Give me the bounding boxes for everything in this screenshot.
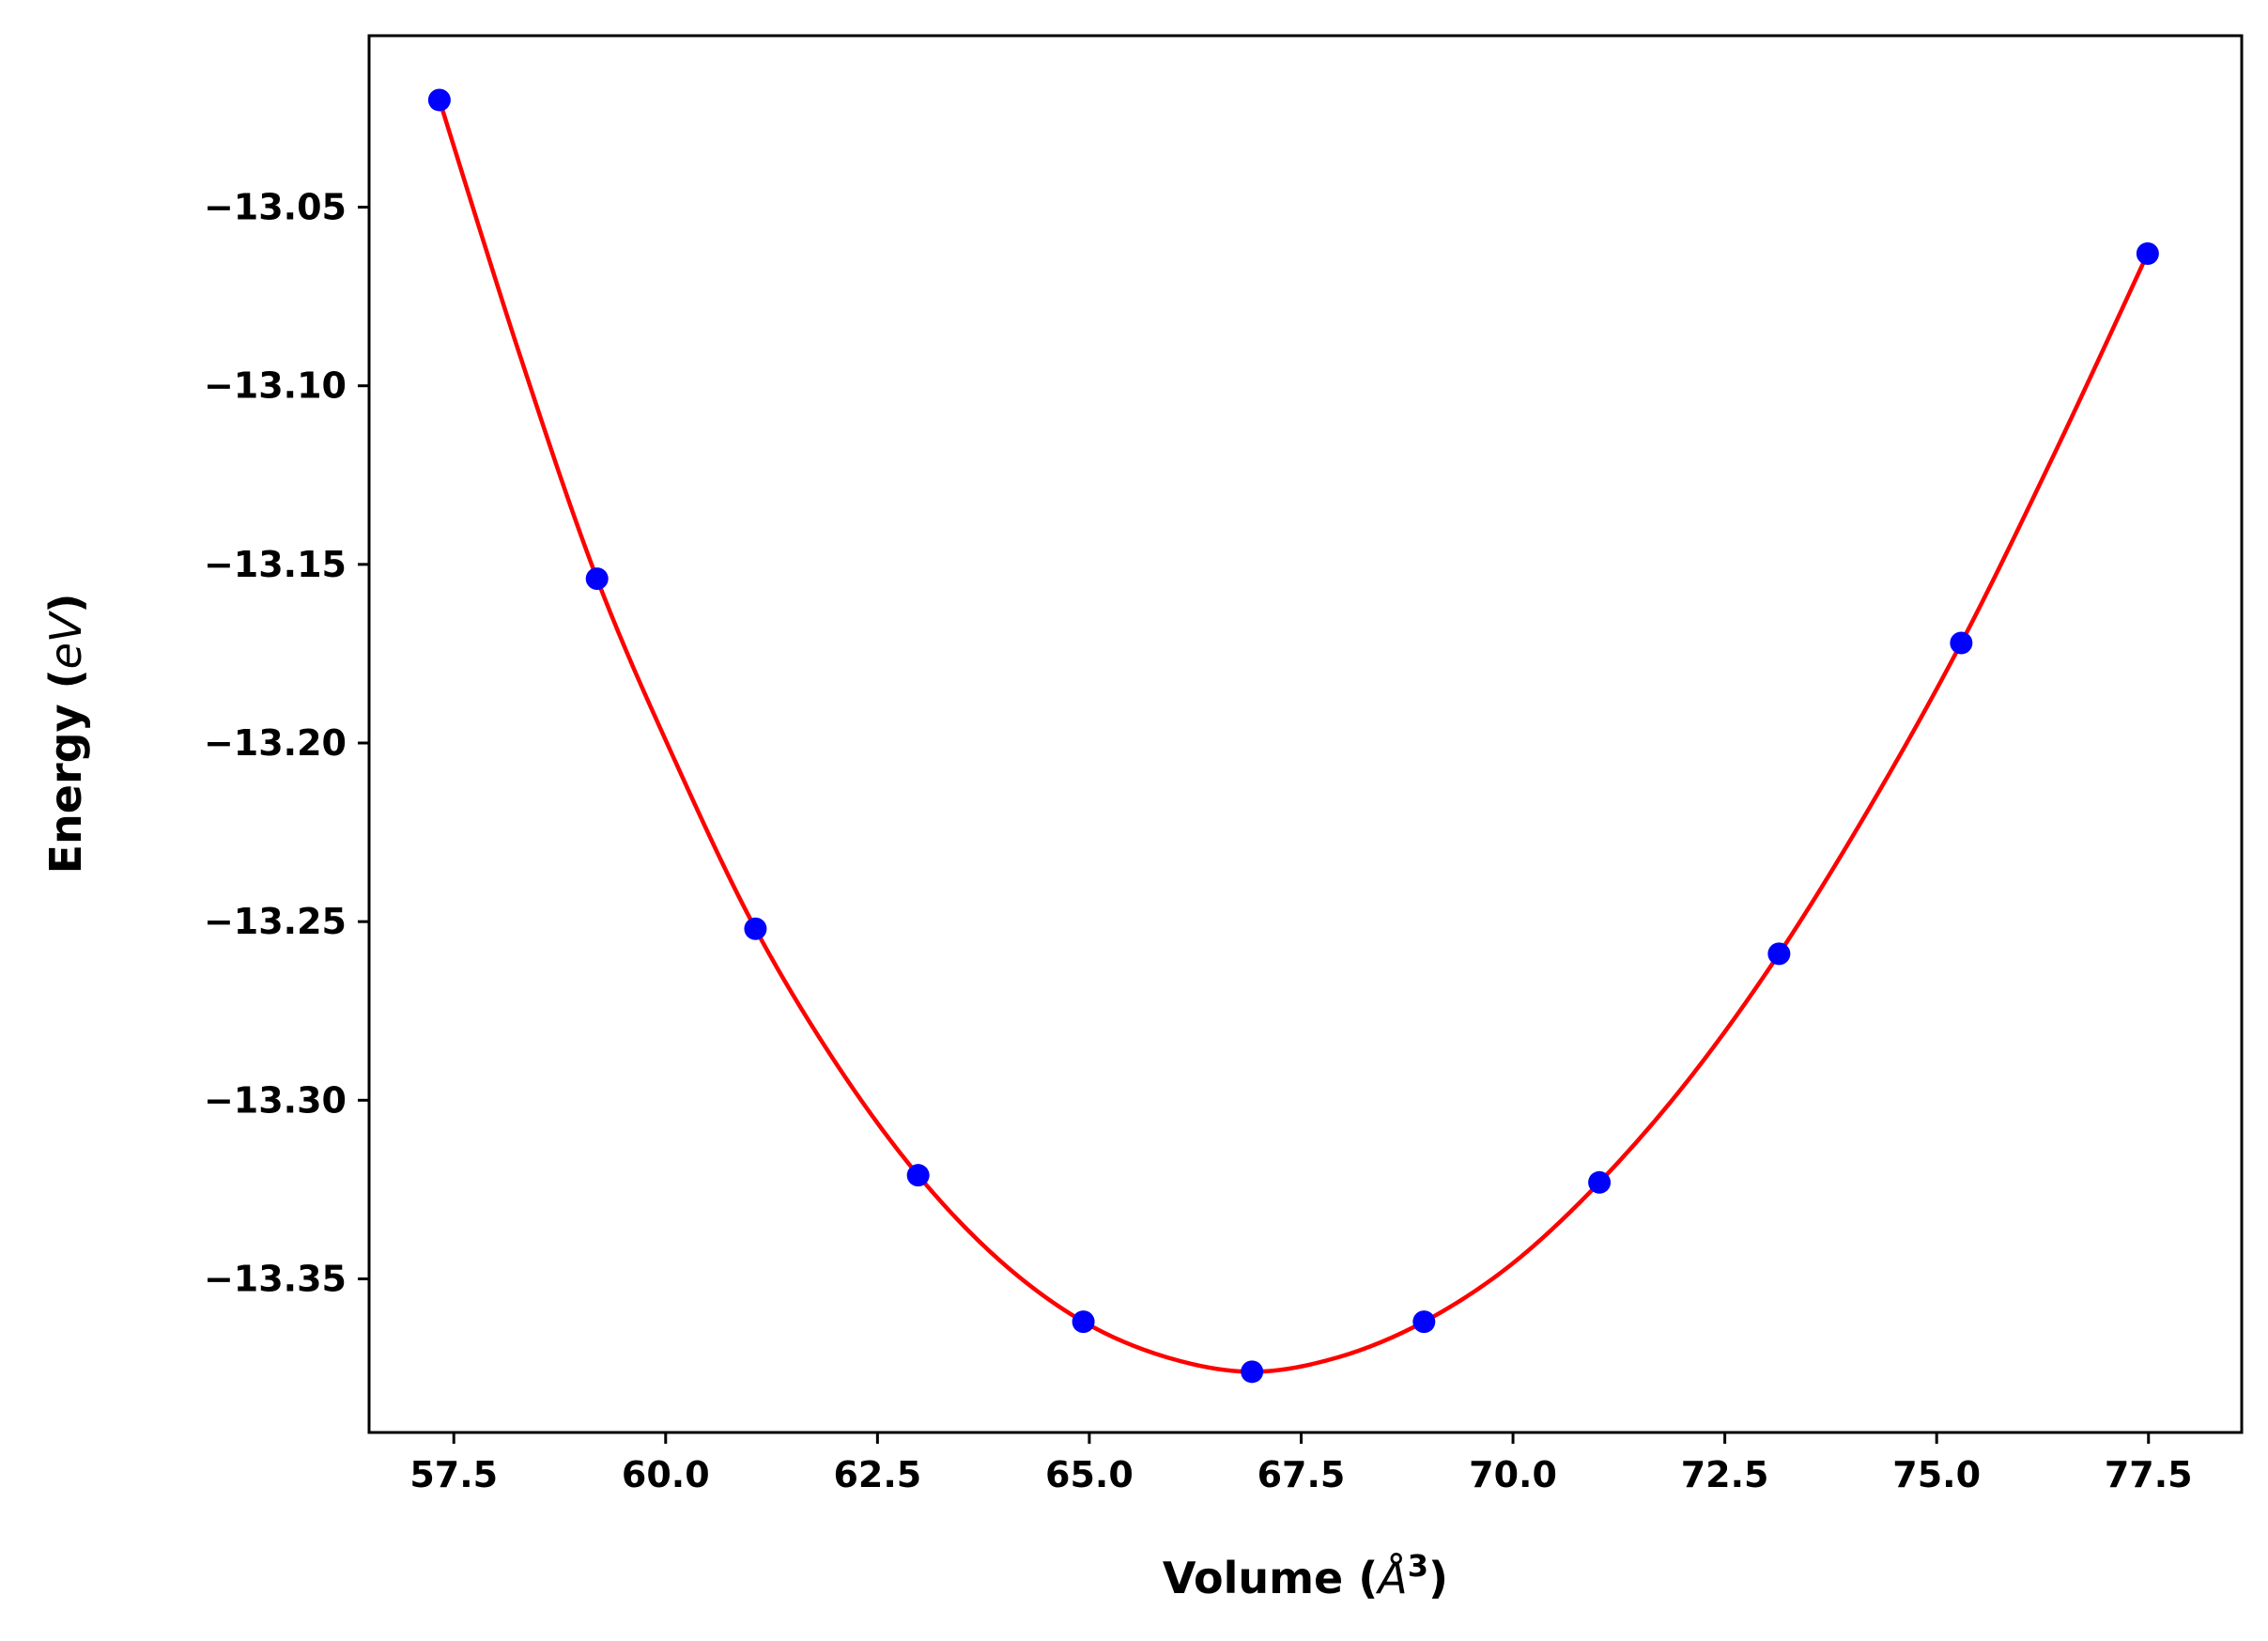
x-tick-label: 57.5 [409, 1454, 498, 1495]
data-point [1072, 1310, 1095, 1334]
y-tick-label: −13.35 [204, 1258, 347, 1299]
data-point [1241, 1360, 1264, 1384]
data-point [1767, 942, 1791, 966]
x-tick-label: 65.0 [1045, 1454, 1134, 1495]
data-points-layer [427, 88, 2159, 1384]
x-tick-label: 75.0 [1892, 1454, 1981, 1495]
y-tick-label: −13.25 [204, 901, 347, 942]
y-axis-title: Energy (eV) [40, 594, 91, 875]
y-tick-label: −13.15 [204, 544, 347, 585]
x-tick-label: 62.5 [833, 1454, 921, 1495]
x-axis-ticks: 57.5 60.0 62.5 65.0 67.5 70.0 72.5 75.0 77.5 [409, 1432, 2193, 1495]
data-point [744, 917, 767, 940]
y-tick-label: −13.30 [204, 1079, 347, 1121]
data-point [585, 567, 609, 591]
y-tick-label: −13.20 [204, 722, 347, 764]
y-tick-label: −13.05 [204, 187, 347, 228]
x-tick-label: 72.5 [1681, 1454, 1769, 1495]
data-point [2136, 241, 2159, 265]
y-axis-ticks: −13.05 −13.10 −13.15 −13.20 −13.25 −13.30 −13.… [204, 187, 369, 1299]
data-point [1412, 1310, 1436, 1334]
data-point [906, 1164, 930, 1187]
x-tick-label: 67.5 [1257, 1454, 1346, 1495]
y-tick-label: −13.10 [204, 365, 347, 407]
x-tick-label: 70.0 [1469, 1454, 1557, 1495]
x-axis-title: Volume (Å3) [1163, 1548, 1448, 1603]
plot-frame [367, 34, 2244, 1434]
data-point [427, 88, 451, 112]
x-tick-label: 77.5 [2105, 1454, 2193, 1495]
x-tick-label: 60.0 [622, 1454, 710, 1495]
data-point [1588, 1170, 1612, 1194]
data-point [1950, 631, 1973, 655]
